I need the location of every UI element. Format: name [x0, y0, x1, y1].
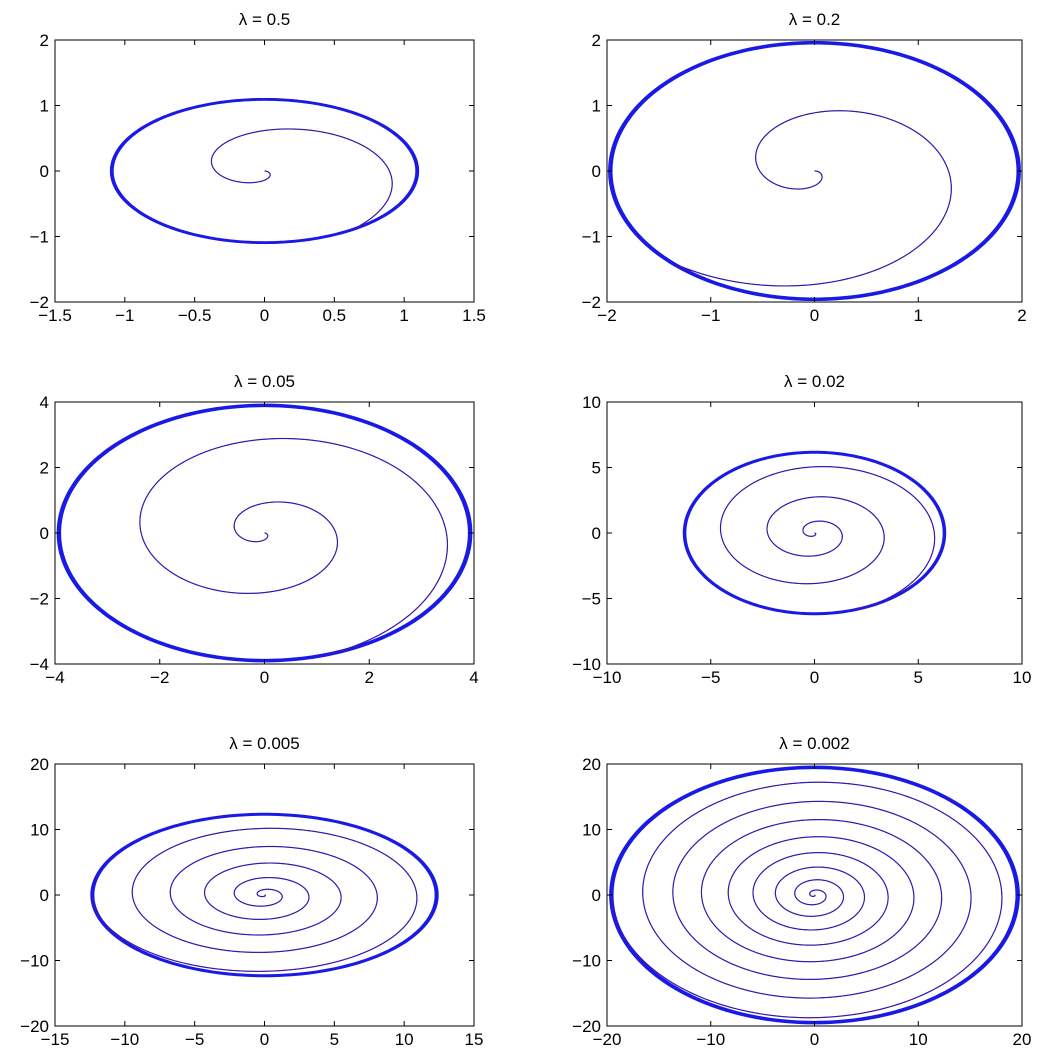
y-tick-label: −2: [30, 590, 49, 609]
x-tick-label: 4: [469, 668, 478, 687]
x-tick-label: 2: [365, 668, 374, 687]
y-tick-label: 10: [582, 393, 601, 412]
y-tick-label: 5: [592, 459, 601, 478]
x-tick-label: 0: [260, 1030, 269, 1049]
x-tick-label: 5: [330, 1030, 339, 1049]
y-tick-label: 0: [40, 886, 49, 905]
subplot-1: λ = 0.5 −1.5 −1 −0.5 0 0.5 1 1.5 −2 −1 0 1 2: [30, 10, 486, 325]
x-tick-label: 2: [1017, 306, 1026, 325]
x-tick-label: −10: [593, 668, 622, 687]
x-tick-label: 0: [260, 668, 269, 687]
x-tick-label: −1: [701, 306, 720, 325]
x-tick-label: 0.5: [323, 306, 347, 325]
x-tick-label: 1: [914, 306, 923, 325]
x-tick-label: 1.5: [462, 306, 486, 325]
subplot-title: λ = 0.002: [779, 734, 849, 753]
y-tick-label: −2: [30, 293, 49, 312]
y-tick-label: 20: [582, 755, 601, 774]
plot-area: [609, 765, 1020, 1025]
x-tick-label: −0.5: [178, 306, 212, 325]
y-tick-label: 1: [40, 97, 49, 116]
subplot-title: λ = 0.02: [784, 372, 845, 391]
subplot-3: λ = 0.05 −4 −2 0 2 4 −4 −2 0 2 4: [30, 372, 479, 687]
x-tick-label: 10: [395, 1030, 414, 1049]
x-tick-label: 1: [399, 306, 408, 325]
y-tick-label: 2: [40, 459, 49, 478]
x-tick-label: 0: [810, 306, 819, 325]
x-tick-label: −5: [185, 1030, 204, 1049]
y-tick-label: 0: [40, 162, 49, 181]
y-tick-label: 2: [40, 31, 49, 50]
y-tick-label: 10: [30, 821, 49, 840]
plot-area: [682, 450, 947, 616]
x-tick-label: −10: [696, 1030, 725, 1049]
y-tick-label: −10: [20, 952, 49, 971]
y-tick-label: 0: [592, 162, 601, 181]
subplot-title: λ = 0.5: [239, 10, 291, 29]
limit-cycle-curve: [611, 767, 1018, 1023]
x-tick-label: 15: [465, 1030, 484, 1049]
subplot-title: λ = 0.2: [789, 10, 841, 29]
y-tick-label: 10: [582, 821, 601, 840]
y-tick-label: −4: [30, 655, 49, 674]
limit-cycle-curve: [111, 98, 418, 244]
y-tick-label: −5: [582, 590, 601, 609]
subplot-2: λ = 0.2 −2 −1 0 1 2 −2 −1 0 1 2: [582, 10, 1027, 325]
y-tick-label: −10: [572, 655, 601, 674]
x-tick-label: −1.5: [38, 306, 72, 325]
y-tick-label: 0: [592, 524, 601, 543]
y-tick-label: −10: [572, 952, 601, 971]
subplot-6: λ = 0.002 −20 −10 0 10 20 −20 −10 0 10 20: [572, 734, 1031, 1049]
trajectory-overlay-curve: [210, 128, 393, 230]
x-tick-label: −2: [597, 306, 616, 325]
y-tick-label: 20: [30, 755, 49, 774]
trajectory-curve: [719, 466, 936, 611]
trajectory-overlay-curve: [677, 110, 952, 287]
x-tick-label: −15: [41, 1030, 70, 1049]
x-tick-label: −1: [115, 306, 134, 325]
y-tick-label: −1: [30, 228, 49, 247]
x-tick-label: 0: [810, 668, 819, 687]
y-tick-label: 0: [592, 886, 601, 905]
x-tick-label: −5: [701, 668, 720, 687]
subplot-5: λ = 0.005 −15 −10 −5 0 5 10 15 −20 −10 0 10 20: [20, 734, 483, 1049]
y-tick-label: −20: [572, 1017, 601, 1036]
limit-cycle-curve: [59, 405, 470, 661]
y-tick-label: −1: [582, 228, 601, 247]
x-tick-label: 5: [914, 668, 923, 687]
subplot-title: λ = 0.05: [234, 372, 295, 391]
limit-cycle-curve: [92, 813, 437, 977]
y-tick-label: 1: [592, 97, 601, 116]
x-tick-label: 20: [1013, 1030, 1032, 1049]
x-tick-label: 0: [810, 1030, 819, 1049]
x-tick-label: 0: [260, 306, 269, 325]
y-tick-label: 0: [40, 524, 49, 543]
subplot-4: λ = 0.02 −10 −5 0 5 10 −10 −5 0 5 10: [572, 372, 1031, 687]
x-tick-label: 10: [909, 1030, 928, 1049]
trajectory-curve: [90, 827, 418, 972]
x-tick-label: −4: [45, 668, 64, 687]
plot-area: [109, 97, 420, 245]
trajectory-curve: [610, 781, 1003, 1019]
y-tick-label: 4: [40, 393, 49, 412]
x-tick-label: −10: [110, 1030, 139, 1049]
x-tick-label: −2: [150, 668, 169, 687]
x-tick-label: 10: [1013, 668, 1032, 687]
y-tick-label: 2: [592, 31, 601, 50]
plot-area: [608, 40, 1021, 302]
trajectory-curve: [139, 438, 448, 655]
plot-area: [56, 403, 473, 663]
y-tick-label: −20: [20, 1017, 49, 1036]
y-tick-label: −2: [582, 293, 601, 312]
subplot-title: λ = 0.005: [229, 734, 299, 753]
trajectory-curve: [677, 110, 952, 287]
plot-area: [90, 812, 439, 978]
x-tick-label: −20: [593, 1030, 622, 1049]
trajectory-curve: [210, 128, 393, 230]
